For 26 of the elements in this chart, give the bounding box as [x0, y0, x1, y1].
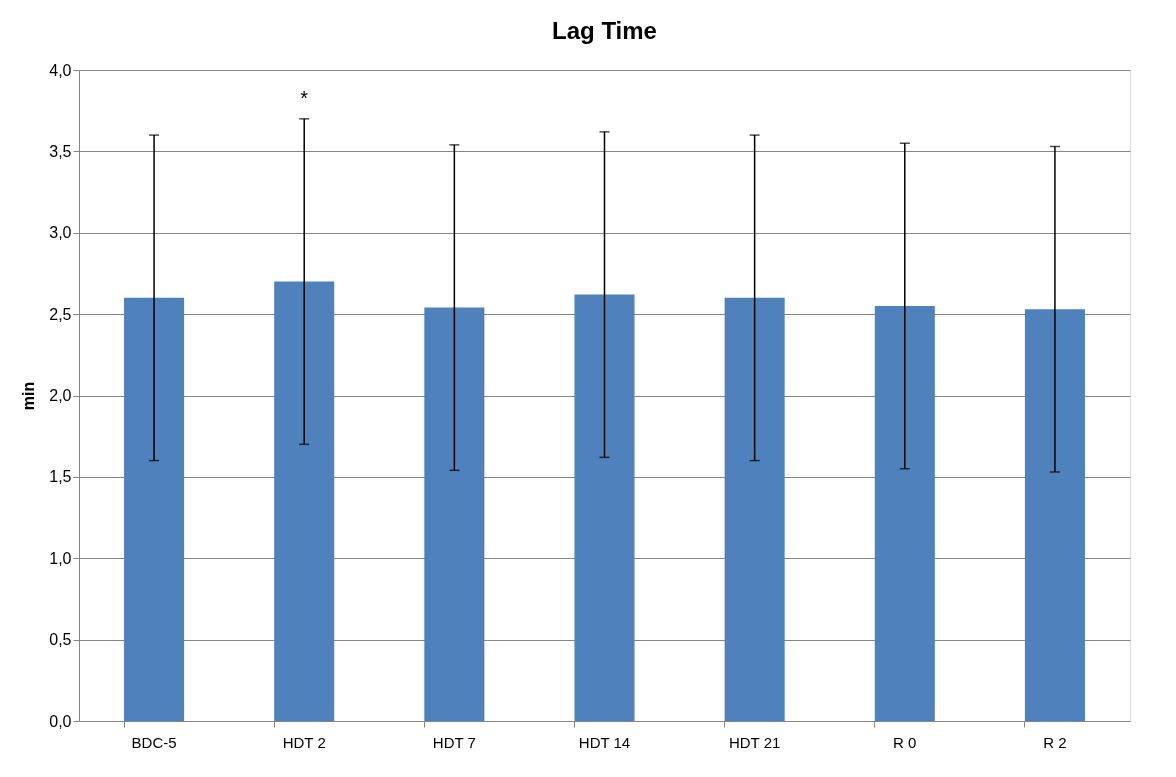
x-tick-label: HDT 2 — [282, 733, 326, 751]
bar — [424, 307, 485, 721]
chart-title: Lag Time — [552, 17, 657, 44]
y-tick-label: 0,5 — [49, 631, 72, 649]
y-tick-label: 1,5 — [49, 468, 72, 486]
bar — [1024, 309, 1085, 721]
y-axis-title: min — [20, 381, 38, 411]
x-tick-label: HDT 14 — [578, 733, 631, 751]
y-tick-label: 2,5 — [49, 305, 72, 323]
bar — [124, 297, 185, 721]
bar — [724, 297, 785, 721]
y-tick-label: 3,0 — [49, 224, 72, 242]
y-tick-label: 4,0 — [49, 61, 72, 79]
bar — [574, 294, 635, 721]
x-tick-label: HDT 21 — [728, 733, 781, 751]
x-tick-label: R 0 — [893, 733, 917, 751]
x-tick-label: R 2 — [1043, 733, 1067, 751]
annotation: * — [300, 86, 309, 109]
y-tick-label: 3,5 — [49, 142, 72, 160]
y-tick-label: 2,0 — [49, 387, 72, 404]
y-tick-label: 0,0 — [49, 712, 72, 730]
bar — [874, 305, 935, 721]
y-tick-label: 1,0 — [49, 549, 72, 567]
bar — [274, 281, 335, 721]
x-tick-label: HDT 7 — [432, 733, 476, 751]
x-tick-label: BDC-5 — [131, 733, 177, 751]
